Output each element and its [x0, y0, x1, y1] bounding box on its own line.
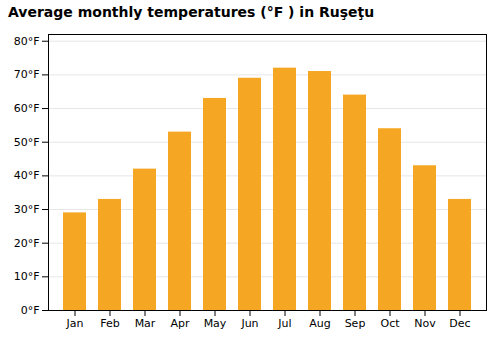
svg-text:Mar: Mar — [135, 317, 156, 330]
svg-text:Jul: Jul — [277, 317, 291, 330]
svg-text:Jan: Jan — [66, 317, 84, 330]
svg-text:60°F: 60°F — [14, 102, 40, 115]
svg-text:30°F: 30°F — [14, 203, 40, 216]
svg-text:May: May — [204, 317, 227, 330]
svg-text:10°F: 10°F — [14, 270, 40, 283]
svg-text:80°F: 80°F — [14, 35, 40, 48]
svg-text:Aug: Aug — [309, 317, 330, 330]
svg-text:20°F: 20°F — [14, 237, 40, 250]
svg-text:Feb: Feb — [100, 317, 119, 330]
svg-text:Oct: Oct — [380, 317, 400, 330]
svg-text:Jun: Jun — [240, 317, 258, 330]
svg-text:40°F: 40°F — [14, 169, 40, 182]
svg-text:Sep: Sep — [345, 317, 366, 330]
html-text:Average monthly temperatures (: Average monthly temperatures (°F ) in Ru… — [8, 4, 375, 20]
svg-text:Nov: Nov — [414, 317, 436, 330]
svg-text:50°F: 50°F — [14, 136, 40, 149]
svg-text:70°F: 70°F — [14, 68, 40, 81]
svg-text:Dec: Dec — [449, 317, 470, 330]
svg-text:0°F: 0°F — [21, 304, 40, 317]
svg-text:Apr: Apr — [170, 317, 190, 330]
